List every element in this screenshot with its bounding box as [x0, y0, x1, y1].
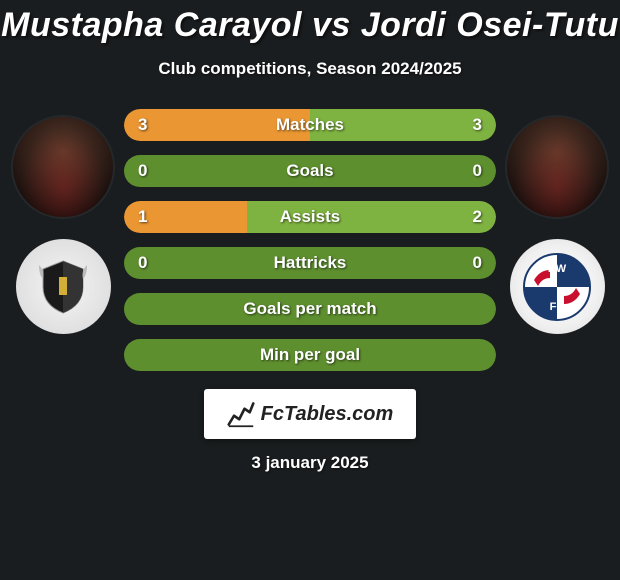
bar-bg [124, 155, 496, 187]
player-right-avatar [507, 117, 607, 217]
stat-value-left: 3 [138, 109, 147, 141]
stat-value-left: 0 [138, 247, 147, 279]
chart-icon [227, 400, 255, 428]
stat-value-right: 2 [473, 201, 482, 233]
stat-value-right: 3 [473, 109, 482, 141]
date-label: 3 january 2025 [0, 453, 620, 473]
svg-text:BW: BW [548, 263, 567, 275]
left-side [8, 109, 118, 334]
page-title: Mustapha Carayol vs Jordi Osei-Tutu [0, 0, 620, 45]
bar-left-fill [124, 109, 310, 141]
right-side: BW FC [502, 109, 612, 334]
stat-row: Min per goal [124, 339, 496, 371]
stat-row: 12Assists [124, 201, 496, 233]
subtitle: Club competitions, Season 2024/2025 [0, 59, 620, 79]
bar-right-fill [124, 155, 496, 187]
watermark-text: FcTables.com [261, 403, 394, 426]
comparison-card: Mustapha Carayol vs Jordi Osei-Tutu Club… [0, 0, 620, 473]
club-logo-icon: BW FC [522, 252, 592, 322]
svg-text:FC: FC [550, 301, 565, 313]
stat-row: 00Hattricks [124, 247, 496, 279]
stat-value-right: 0 [473, 155, 482, 187]
stat-row: 00Goals [124, 155, 496, 187]
stat-row: Goals per match [124, 293, 496, 325]
bar-bg [124, 339, 496, 371]
bar-bg [124, 109, 496, 141]
bar-right-fill [124, 293, 496, 325]
bar-right-fill [247, 201, 496, 233]
club-right-crest: BW FC [510, 239, 605, 334]
shield-icon [33, 257, 93, 317]
bar-bg [124, 201, 496, 233]
stat-bars: 33Matches00Goals12Assists00HattricksGoal… [118, 109, 502, 371]
bar-right-fill [124, 339, 496, 371]
watermark-badge: FcTables.com [204, 389, 416, 439]
player-left-avatar [13, 117, 113, 217]
main-area: 33Matches00Goals12Assists00HattricksGoal… [0, 109, 620, 371]
bar-bg [124, 293, 496, 325]
stat-value-right: 0 [473, 247, 482, 279]
stat-value-left: 0 [138, 155, 147, 187]
bar-bg [124, 247, 496, 279]
bar-right-fill [124, 247, 496, 279]
bar-right-fill [310, 109, 496, 141]
stat-value-left: 1 [138, 201, 147, 233]
stat-row: 33Matches [124, 109, 496, 141]
club-left-crest [16, 239, 111, 334]
